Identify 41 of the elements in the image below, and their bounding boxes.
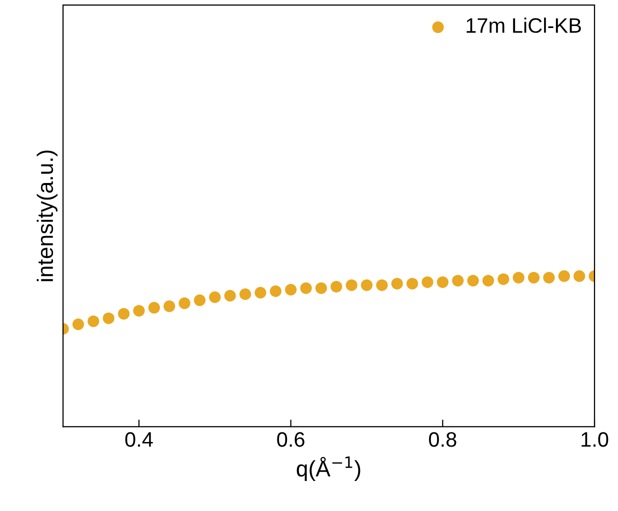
point — [558, 270, 570, 282]
point — [270, 285, 282, 297]
point — [300, 282, 312, 294]
point — [452, 274, 464, 286]
point — [436, 276, 448, 288]
point — [209, 291, 221, 304]
point — [360, 279, 373, 291]
point — [467, 274, 479, 286]
point — [178, 297, 190, 310]
point — [391, 278, 403, 290]
point — [482, 274, 494, 286]
legend-label: 17m LiCl-KB — [466, 18, 581, 33]
point — [285, 284, 297, 296]
point — [346, 279, 358, 291]
point — [543, 272, 555, 284]
x-tick-label: 0.6 — [277, 432, 304, 447]
point — [254, 286, 266, 298]
point — [239, 288, 252, 300]
point — [528, 272, 540, 284]
point — [498, 273, 510, 285]
x-tick-label: 0.8 — [429, 432, 456, 447]
point — [224, 290, 236, 302]
point — [330, 280, 342, 292]
point — [118, 308, 130, 320]
point — [72, 318, 84, 330]
point — [88, 315, 100, 328]
point — [422, 276, 434, 288]
point — [194, 294, 206, 306]
point — [512, 272, 524, 284]
x-axis-title: q(Å$^{−1}$) — [296, 456, 360, 481]
x-tick-label: 1.0 — [582, 432, 608, 447]
point — [102, 312, 114, 324]
y-axis-title: intensity(a.u.) — [36, 150, 58, 282]
point — [406, 278, 418, 290]
point — [376, 279, 388, 291]
point — [133, 304, 145, 317]
point — [148, 302, 160, 314]
point — [315, 282, 327, 294]
point — [164, 300, 176, 312]
point — [574, 270, 586, 282]
x-tick-label: 0.4 — [125, 432, 153, 447]
